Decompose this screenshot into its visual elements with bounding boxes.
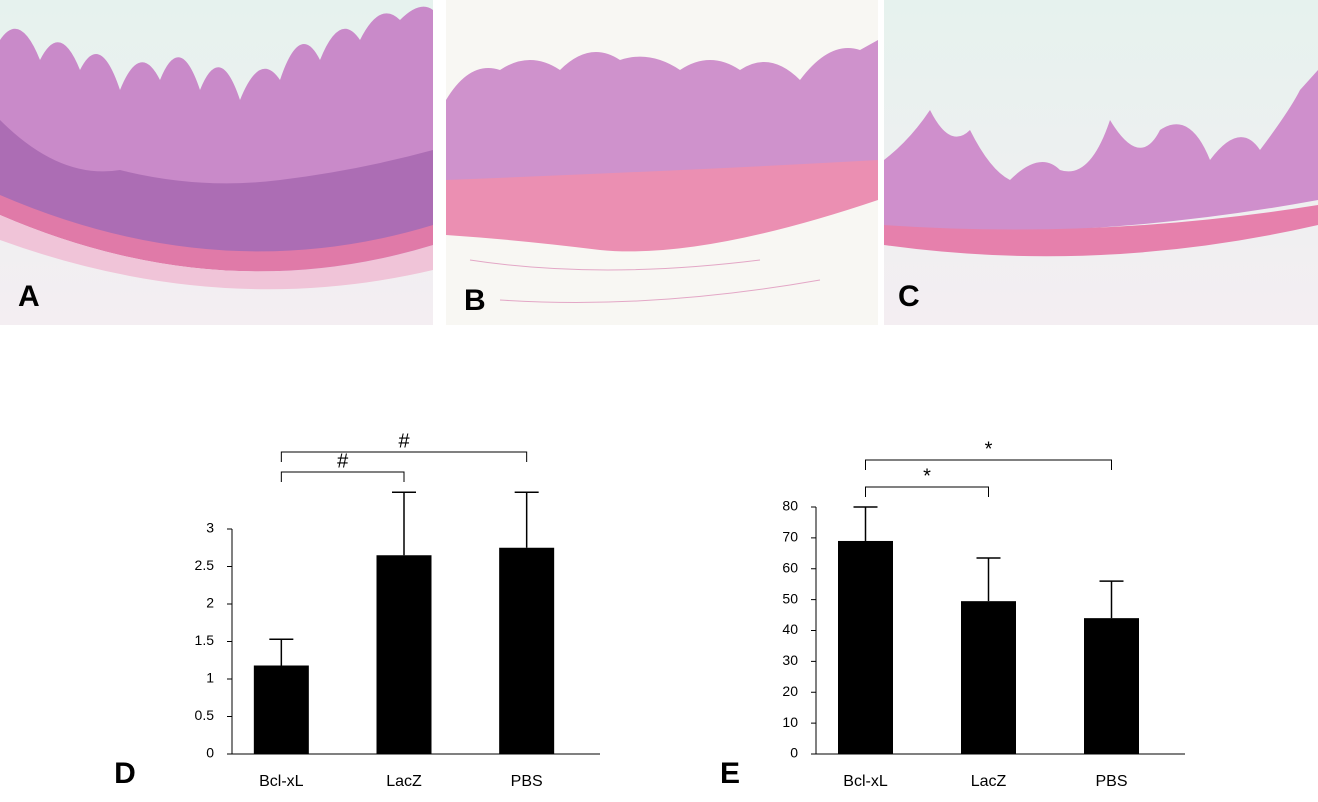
x-tick-label: LacZ (386, 773, 422, 790)
y-tick-label: 10 (782, 714, 798, 730)
y-tick-label: 2.5 (195, 557, 215, 573)
y-tick-label: 50 (782, 590, 798, 606)
y-tick-label: 0 (206, 745, 214, 761)
significance-label: * (923, 465, 931, 487)
y-tick-label: 1.5 (195, 632, 215, 648)
histology-image: A (0, 0, 433, 325)
significance-label: # (398, 430, 410, 452)
y-tick-label: 80 (782, 498, 798, 514)
x-tick-label: LacZ (971, 773, 1007, 790)
histology-image: B (446, 0, 878, 325)
panel-label: B (464, 284, 486, 317)
significance-bracket (865, 486, 989, 497)
bar (1084, 618, 1139, 754)
panel-label: C (898, 280, 920, 313)
y-tick-label: 1 (206, 670, 214, 686)
bar (253, 665, 309, 754)
bar (961, 601, 1016, 754)
bar (838, 540, 893, 754)
y-tick-label: 2 (206, 595, 214, 611)
x-tick-label: PBS (511, 773, 543, 790)
y-tick-label: 3 (206, 520, 214, 536)
significance-label: * (985, 438, 993, 460)
panel-label: A (18, 280, 40, 313)
panel-label: D (114, 757, 136, 790)
x-tick-label: Bcl-xL (259, 773, 304, 790)
histology-image: C (884, 0, 1318, 325)
y-tick-label: 0.5 (195, 707, 215, 723)
y-tick-label: 0 (790, 745, 798, 761)
bar (376, 555, 432, 754)
x-tick-label: PBS (1095, 773, 1127, 790)
significance-bracket (865, 459, 1112, 470)
y-tick-label: 70 (782, 529, 798, 545)
y-tick-label: 20 (782, 683, 798, 699)
x-tick-label: Bcl-xL (843, 773, 888, 790)
y-tick-label: 40 (782, 621, 798, 637)
bar (499, 547, 555, 754)
significance-bracket (280, 451, 528, 462)
significance-bracket (280, 471, 405, 482)
panel-label: E (720, 757, 740, 790)
significance-label: # (337, 450, 349, 472)
y-tick-label: 30 (782, 652, 798, 668)
y-tick-label: 60 (782, 559, 798, 575)
